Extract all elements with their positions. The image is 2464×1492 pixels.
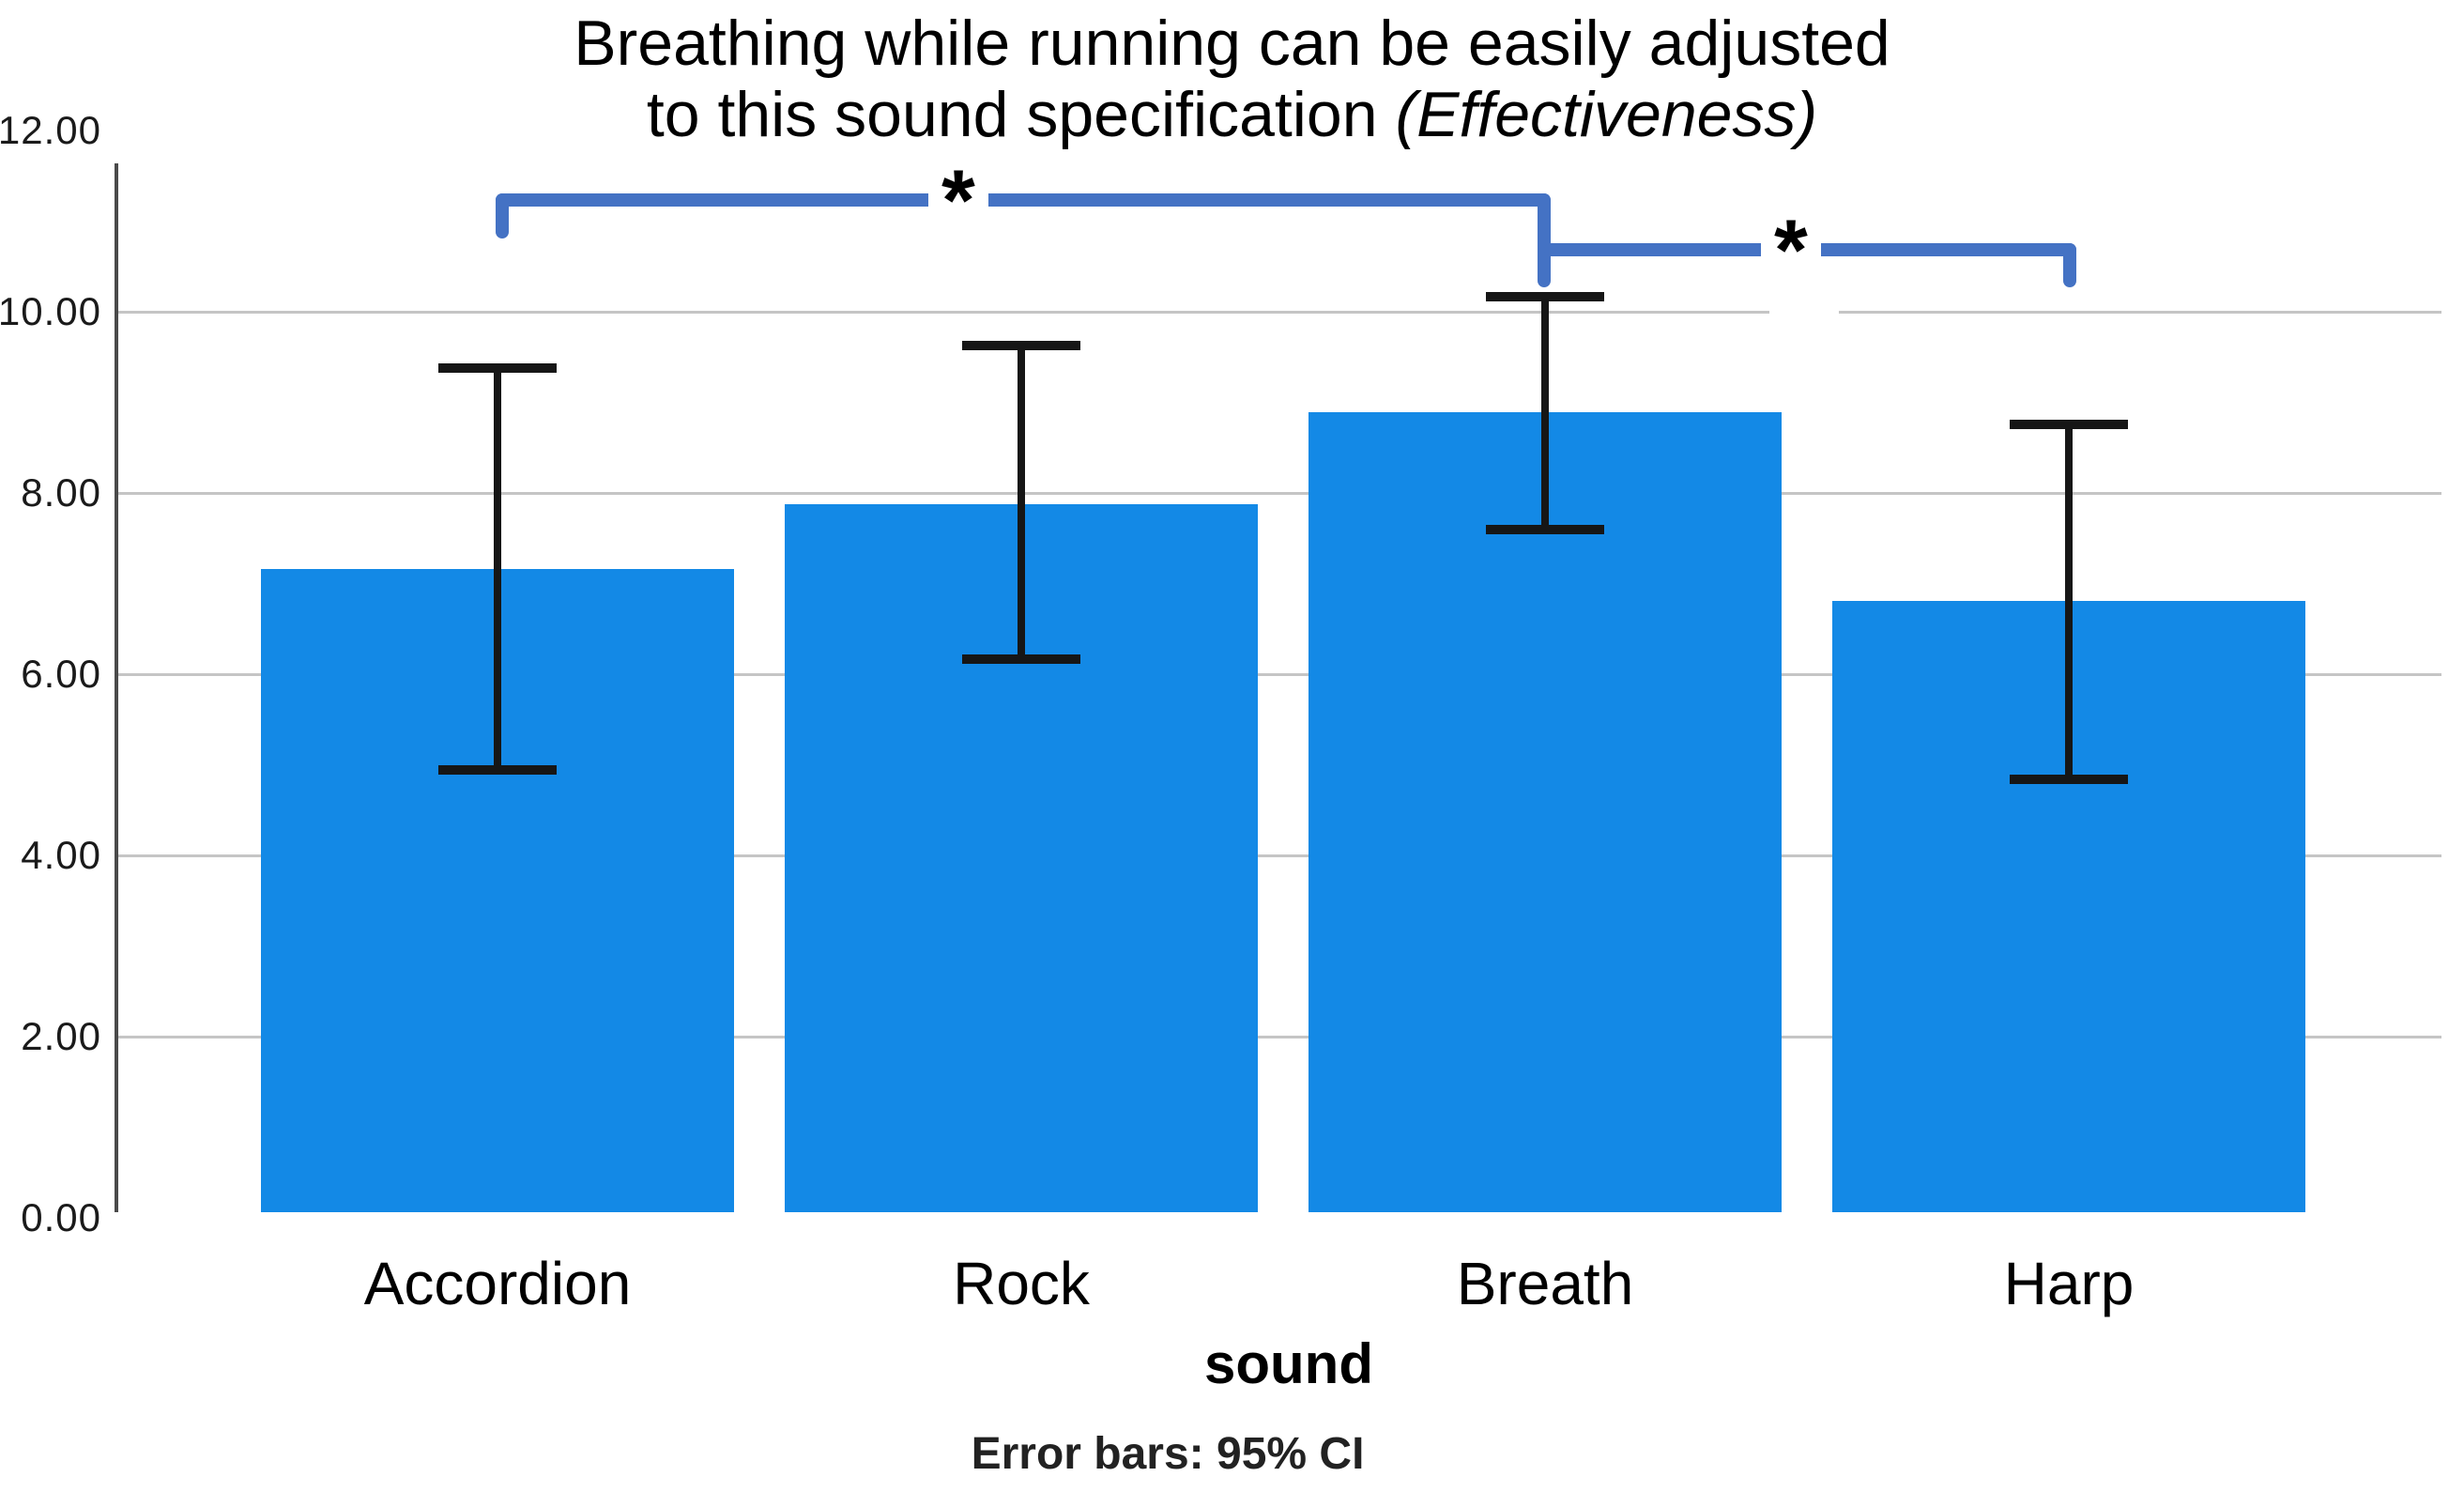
y-axis-line xyxy=(115,163,118,1212)
error-bar-line-rock xyxy=(1018,345,1025,659)
gridline-8 xyxy=(115,492,2441,495)
error-bar-line-harp xyxy=(2065,423,2073,779)
error-bar-cap-top-rock xyxy=(962,340,1080,350)
error-bar-cap-bottom-rock xyxy=(962,654,1080,664)
error-bar-cap-top-accordion xyxy=(438,362,557,373)
error-bar-line-accordion xyxy=(494,367,501,771)
chart-title-italic-part: (Effectiveness) xyxy=(1395,79,1818,150)
x-tick-label-accordion: Accordion xyxy=(363,1250,632,1317)
y-tick-label: 10.00 xyxy=(0,289,101,333)
gridline-6 xyxy=(115,673,2441,676)
gridline-whitespace-patch xyxy=(1769,296,1839,330)
error-bar-cap-top-harp xyxy=(2010,419,2128,429)
significance-bracket-1-leg-2 xyxy=(1538,193,1551,287)
bar-breath xyxy=(1309,412,1782,1212)
error-bar-footnote: Error bars: 95% CI xyxy=(971,1429,1365,1479)
y-tick-label: 12.00 xyxy=(0,108,101,152)
chart-title: Breathing while running can be easily ad… xyxy=(0,8,2464,150)
y-tick-label: 8.00 xyxy=(21,470,101,515)
gridline-2 xyxy=(115,1036,2441,1038)
gridline-10 xyxy=(115,311,2441,314)
y-tick-label: 0.00 xyxy=(21,1195,101,1239)
x-tick-label-breath: Breath xyxy=(1456,1250,1634,1317)
y-tick-label: 6.00 xyxy=(21,652,101,696)
significance-asterisk-1: * xyxy=(928,158,988,244)
error-bar-cap-bottom-harp xyxy=(2010,774,2128,784)
y-tick-label: 2.00 xyxy=(21,1014,101,1058)
error-bar-cap-top-breath xyxy=(1486,291,1604,301)
gridline-4 xyxy=(115,854,2441,857)
error-bar-cap-bottom-breath xyxy=(1486,524,1604,534)
significance-bracket-1-leg-1 xyxy=(496,193,509,238)
y-tick-label: 4.00 xyxy=(21,833,101,877)
x-axis-title: sound xyxy=(1204,1332,1373,1395)
x-tick-label-rock: Rock xyxy=(953,1250,1090,1317)
significance-asterisk-2: * xyxy=(1761,208,1821,294)
chart-title-line2: to this sound specification (Effectivene… xyxy=(646,79,1818,150)
error-bar-line-breath xyxy=(1541,296,1549,530)
significance-bracket-1 xyxy=(496,193,1551,207)
significance-bracket-2-leg-1 xyxy=(2063,243,2076,287)
x-tick-label-harp: Harp xyxy=(2003,1250,2135,1317)
error-bar-cap-bottom-accordion xyxy=(438,765,557,776)
chart-title-line1: Breathing while running can be easily ad… xyxy=(574,8,1890,79)
